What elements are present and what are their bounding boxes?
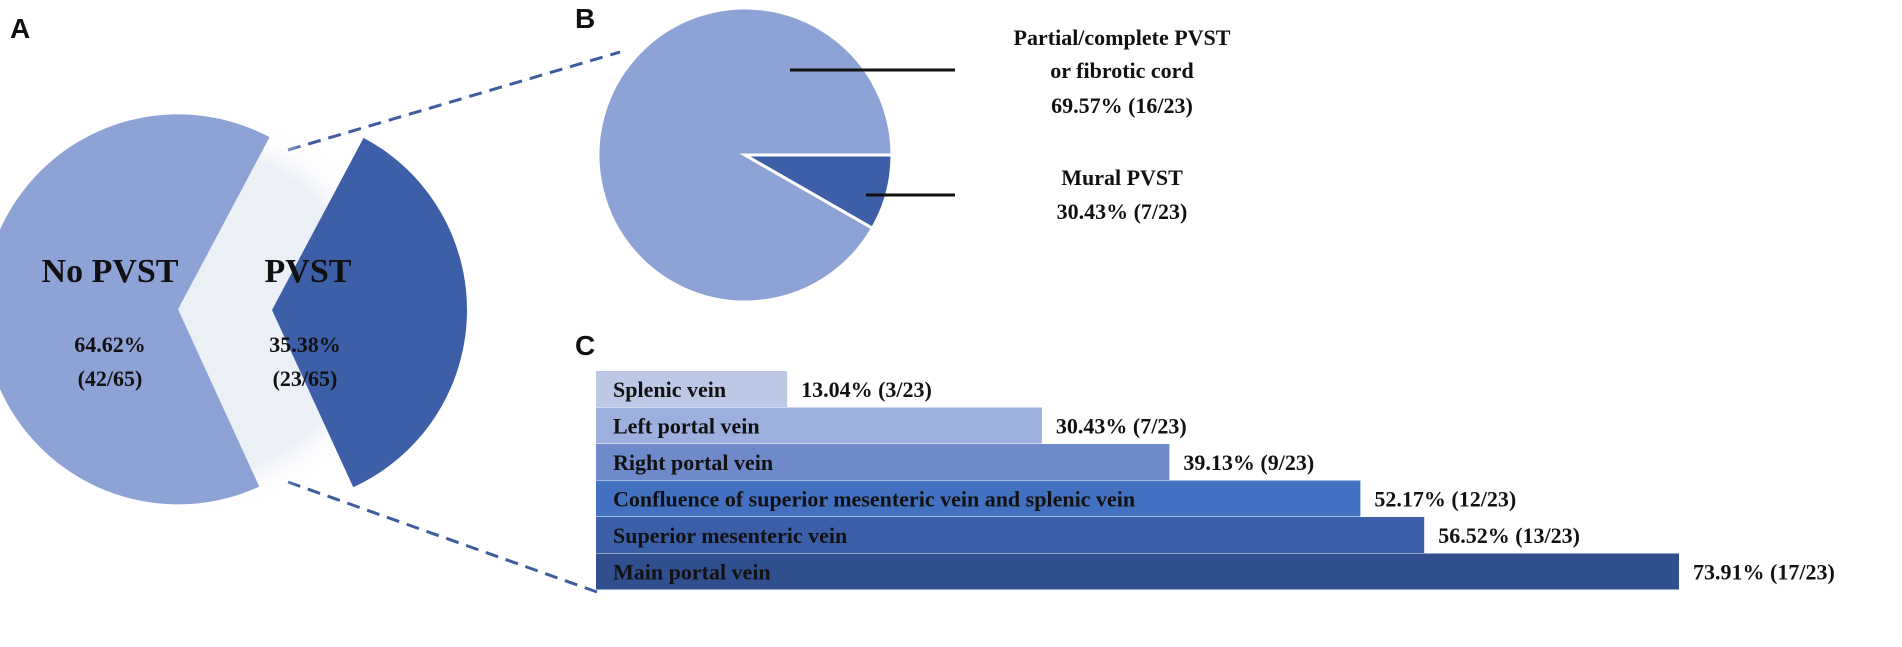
bar-label-5: Main portal vein — [613, 560, 771, 585]
pie-a-slice-no-pvst — [0, 114, 270, 505]
pie-a-slice-pvst — [272, 137, 467, 488]
pie-b-value-partial: 69.57% (16/23) — [1051, 93, 1193, 118]
bar-label-0: Splenic vein — [613, 377, 726, 402]
bar-value-3: 52.17% (12/23) — [1374, 487, 1516, 512]
bar-value-2: 39.13% (9/23) — [1183, 450, 1314, 475]
bar-label-1: Left portal vein — [613, 414, 760, 439]
pie-a-percent-pvst: 35.38% — [269, 332, 341, 357]
bar-label-2: Right portal vein — [613, 450, 773, 475]
connector-line-bottom — [287, 480, 598, 594]
bar-1 — [596, 407, 1042, 444]
pie-chart-a: No PVST 64.62% (42/65) PVST 35.38% (23/6… — [0, 112, 467, 512]
panel-label-b: B — [575, 3, 595, 34]
pie-b-value-mural: 30.43% (7/23) — [1057, 199, 1188, 224]
bar-5 — [596, 553, 1679, 590]
bar-value-0: 13.04% (3/23) — [801, 377, 932, 402]
bar-2 — [596, 444, 1170, 480]
bar-value-1: 30.43% (7/23) — [1056, 414, 1187, 439]
pie-a-count-no-pvst: (42/65) — [78, 366, 143, 391]
panel-label-a: A — [10, 13, 30, 44]
pie-b-label-partial-line1: Partial/complete PVST — [1014, 25, 1231, 50]
bar-value-5: 73.91% (17/23) — [1693, 560, 1835, 585]
pie-a-label-no-pvst: No PVST — [42, 253, 179, 290]
connector-line-top — [287, 50, 621, 152]
bar-chart-c: Splenic vein 13.04% (3/23) Left portal vei… — [596, 371, 1835, 590]
pie-b-label-mural: Mural PVST — [1061, 165, 1183, 190]
bar-0 — [596, 371, 788, 407]
pie-chart-b: Partial/complete PVST or fibrotic cord 6… — [596, 6, 1231, 304]
panel-label-c: C — [575, 330, 595, 361]
pie-a-count-pvst: (23/65) — [273, 366, 338, 391]
bar-value-4: 56.52% (13/23) — [1438, 523, 1580, 548]
pie-b-slice-mural — [739, 153, 894, 231]
bar-label-4: Superior mesenteric vein — [613, 523, 847, 548]
bar-3 — [596, 480, 1361, 517]
bar-4 — [596, 517, 1425, 553]
pie-b-label-partial-line2: or fibrotic cord — [1050, 58, 1193, 83]
bar-label-3: Confluence of superior mesenteric vein a… — [613, 487, 1135, 512]
pie-a-percent-no-pvst: 64.62% — [74, 332, 146, 357]
pie-a-label-pvst: PVST — [265, 253, 352, 290]
